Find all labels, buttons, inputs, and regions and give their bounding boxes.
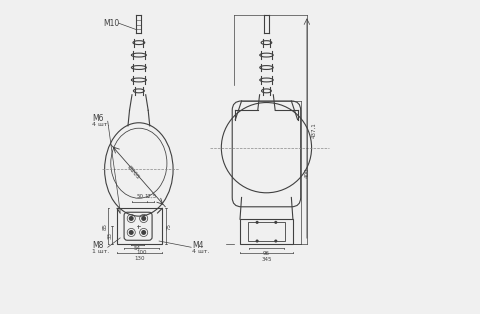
Circle shape: [141, 230, 146, 235]
Text: 4 шт.: 4 шт.: [192, 249, 209, 254]
Bar: [240, 219, 293, 244]
Bar: [117, 208, 162, 244]
Text: 33: 33: [107, 232, 112, 239]
Text: М4: М4: [192, 241, 203, 250]
Text: 85: 85: [103, 223, 108, 230]
Text: 400: 400: [304, 167, 310, 178]
Text: 130: 130: [134, 256, 145, 261]
Text: 96: 96: [263, 251, 270, 256]
Text: 12,5: 12,5: [144, 194, 157, 199]
Text: М8: М8: [92, 241, 104, 250]
Text: М6: М6: [92, 114, 104, 122]
Text: 54: 54: [134, 246, 141, 251]
Circle shape: [129, 230, 134, 235]
Text: 100: 100: [136, 250, 147, 255]
Circle shape: [255, 221, 259, 224]
Text: 437,1: 437,1: [312, 122, 317, 138]
Circle shape: [274, 240, 277, 243]
Circle shape: [274, 221, 277, 224]
Text: 50: 50: [136, 194, 143, 199]
Circle shape: [129, 216, 134, 221]
Text: М10: М10: [103, 19, 120, 28]
Text: Ø205: Ø205: [126, 165, 141, 181]
Circle shape: [141, 216, 146, 221]
Circle shape: [255, 240, 259, 243]
Bar: [248, 222, 285, 241]
Text: 345: 345: [261, 257, 272, 262]
Text: 75: 75: [167, 223, 171, 230]
Text: 4 шт.: 4 шт.: [92, 122, 109, 127]
Text: 1 шт.: 1 шт.: [92, 249, 109, 254]
